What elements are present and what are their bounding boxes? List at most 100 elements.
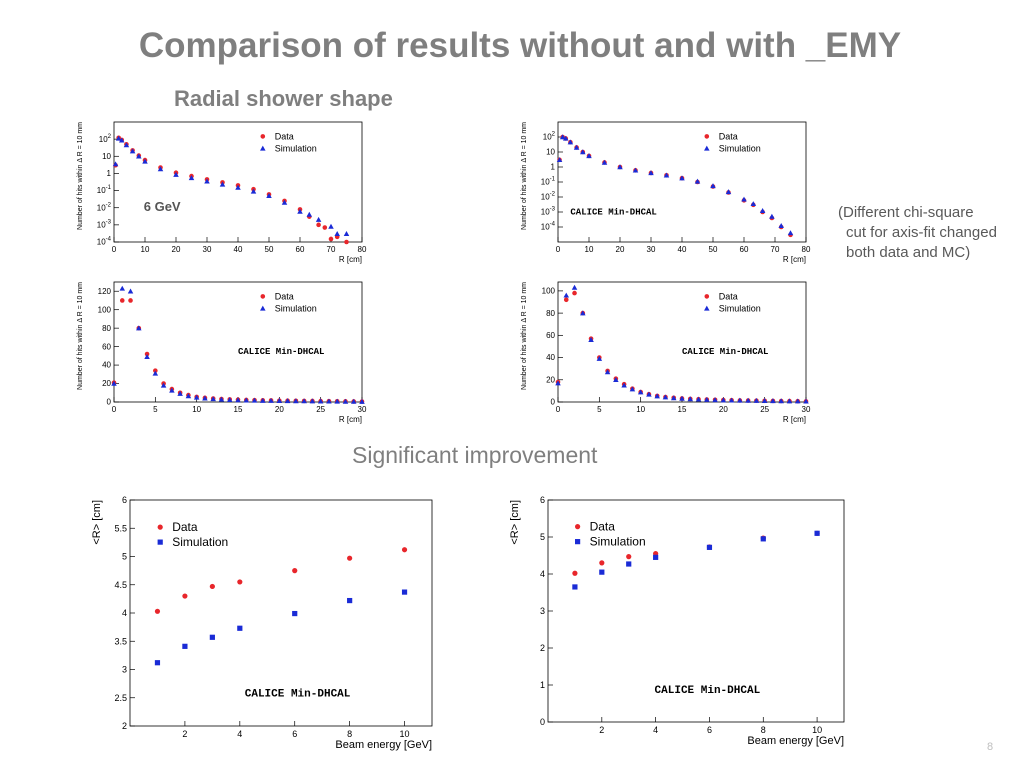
simulation-point [596, 355, 603, 361]
simulation-point [112, 161, 119, 167]
legend-data-label: Data [275, 131, 294, 141]
simulation-point [136, 153, 142, 159]
data-point [401, 547, 408, 553]
x-tick-label: 2 [182, 729, 187, 739]
simulation-point [123, 142, 130, 148]
simulation-point [188, 175, 195, 181]
legend-simulation-marker [157, 539, 163, 545]
simulation-point [679, 175, 685, 181]
simulation-point [237, 625, 243, 631]
y-axis-label: Number of hits within Δ R = 10 mm [521, 122, 528, 230]
y-tick-label: 2 [540, 643, 545, 653]
x-tick-label: 10 [400, 729, 410, 739]
simulation-point [218, 396, 225, 402]
simulation-point [129, 148, 136, 154]
simulation-point [243, 397, 250, 403]
simulation-point [670, 395, 677, 401]
y-tick-label: 1 [540, 680, 545, 690]
data-point [237, 579, 243, 585]
y-tick-label: 3.5 [114, 636, 127, 646]
x-tick-label: 8 [761, 725, 766, 735]
simulation-point [350, 398, 357, 404]
simulation-point [157, 166, 164, 172]
x-tick-label: 5 [597, 405, 602, 414]
y-tick-label: 5 [540, 532, 545, 542]
legend-simulation-label: Simulation [719, 143, 761, 153]
simulation-point [728, 397, 735, 403]
simulation-point [654, 393, 660, 399]
legend-data-label: Data [719, 131, 738, 141]
y-tick-label: 5 [122, 552, 127, 562]
simulation-point [679, 395, 685, 401]
simulation-point [770, 398, 776, 404]
y-tick-label: 4 [540, 569, 545, 579]
y-tick-label: 10-3 [541, 207, 556, 217]
y-tick-label: 20 [546, 375, 555, 384]
y-tick-label: 20 [102, 379, 111, 388]
legend-simulation-marker [704, 305, 710, 311]
chart-annotation: CALICE Min-DHCAL [570, 207, 656, 217]
x-tick-label: 10 [636, 405, 645, 414]
y-tick-label: 2 [122, 721, 127, 731]
y-tick-label: 0 [551, 398, 556, 407]
y-tick-label: 60 [546, 331, 555, 340]
y-axis-label: Number of hits within Δ R = 10 mm [77, 282, 84, 390]
simulation-point [750, 201, 757, 207]
legend-simulation-label: Simulation [275, 303, 317, 313]
legend-simulation-label: Simulation [275, 143, 317, 153]
simulation-point [309, 398, 316, 404]
simulation-point [562, 135, 569, 141]
simulation-point [604, 369, 611, 375]
x-tick-label: 10 [585, 245, 594, 254]
simulation-point [115, 135, 122, 141]
data-point [328, 236, 334, 242]
simulation-point [632, 167, 639, 173]
data-point [144, 351, 150, 357]
legend-simulation-marker [260, 305, 266, 311]
simulation-point [210, 396, 216, 402]
simulation-point [626, 561, 632, 567]
x-tick-label: 0 [556, 245, 561, 254]
simulation-point [653, 554, 659, 560]
chart-annotation: CALICE Min-DHCAL [238, 347, 324, 357]
x-axis-label: Beam energy [GeV] [747, 735, 844, 747]
data-point [563, 297, 569, 303]
y-tick-label: 10-4 [541, 222, 556, 232]
slide-title: Comparison of results without and with _… [138, 26, 902, 65]
simulation-point [169, 387, 175, 393]
simulation-point [761, 398, 768, 403]
simulation-point [617, 164, 623, 170]
simulation-point [342, 398, 349, 404]
simulation-point [260, 397, 266, 403]
simulation-point [328, 223, 334, 229]
x-tick-label: 0 [556, 405, 561, 414]
simulation-point [814, 530, 820, 536]
data-point [572, 290, 577, 296]
plot-frame [113, 121, 363, 243]
legend-data-label: Data [172, 520, 198, 534]
legend-data-marker [260, 294, 266, 299]
simulation-point [401, 589, 408, 595]
simulation-point [601, 159, 608, 165]
y-tick-label: 3 [122, 665, 127, 675]
radial-shape-log-chart-with-emy: 0 10 20 30 40 50 60 70 80 102 10 1 10-1 10-2 10-3 10-4 R… [521, 121, 811, 264]
simulation-point [741, 196, 747, 202]
data-point [572, 570, 578, 576]
simulation-point [759, 208, 766, 214]
x-tick-label: 25 [760, 405, 769, 414]
simulation-point [209, 634, 215, 640]
x-tick-label: 6 [707, 725, 712, 735]
simulation-point [613, 377, 619, 382]
x-tick-label: 40 [678, 245, 687, 254]
y-tick-label: 102 [543, 132, 556, 142]
simulation-point [301, 398, 307, 404]
simulation-point [326, 398, 332, 404]
simulation-point [293, 398, 299, 404]
y-axis-label: Number of hits within Δ R = 10 mm [521, 282, 528, 390]
simulation-point [663, 172, 670, 178]
simulation-point [154, 660, 161, 666]
simulation-point [142, 158, 148, 164]
plot-frame [113, 281, 363, 403]
data-point [128, 298, 133, 303]
legend-simulation-label: Simulation [719, 303, 761, 313]
